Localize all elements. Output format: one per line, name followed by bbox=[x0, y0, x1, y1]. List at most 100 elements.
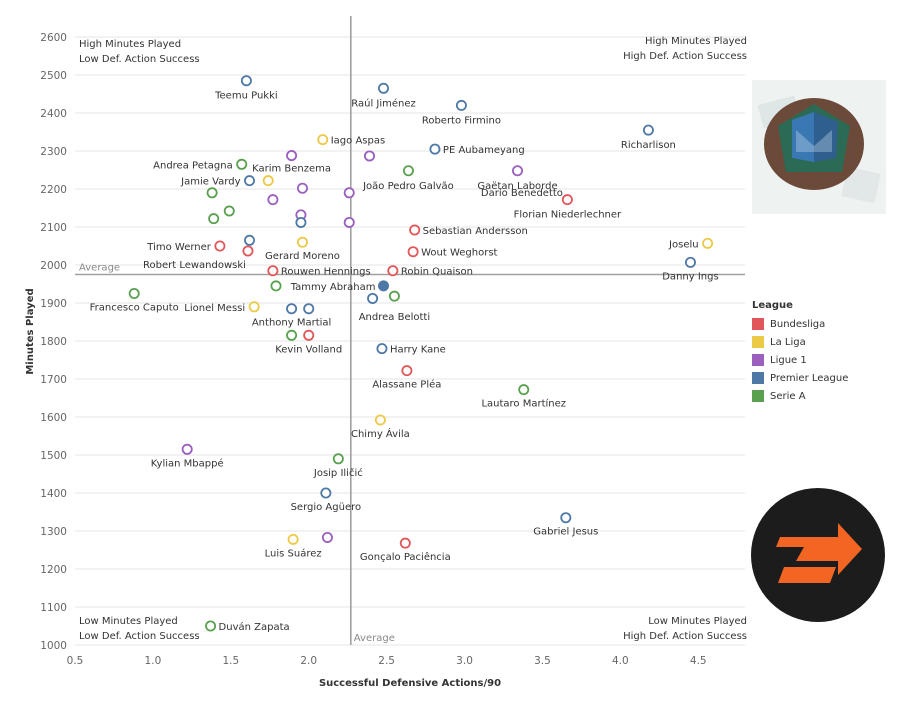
y-tick-label: 2100 bbox=[40, 222, 67, 234]
data-point bbox=[296, 236, 308, 248]
data-point bbox=[407, 246, 419, 258]
data-points bbox=[128, 75, 714, 632]
data-point bbox=[208, 213, 220, 225]
legend-label: Bundesliga bbox=[770, 318, 826, 330]
data-point bbox=[205, 620, 217, 632]
brand-logo bbox=[750, 487, 886, 623]
average-x-label: Average bbox=[354, 633, 395, 644]
data-point bbox=[642, 124, 654, 136]
point-label: Roberto Firmino bbox=[422, 115, 501, 126]
x-tick-label: 3.0 bbox=[456, 655, 473, 667]
point-label: Danny Ings bbox=[662, 271, 718, 282]
point-label: Gerard Moreno bbox=[265, 251, 340, 262]
data-point bbox=[321, 531, 333, 543]
data-point bbox=[455, 99, 467, 111]
data-point bbox=[409, 224, 421, 236]
data-point bbox=[248, 301, 260, 313]
y-tick-label: 2500 bbox=[40, 70, 67, 82]
y-tick-label: 1000 bbox=[40, 640, 67, 652]
legend-swatch bbox=[752, 372, 764, 384]
point-label: João Pedro Galvão bbox=[362, 181, 454, 192]
data-point bbox=[295, 216, 307, 228]
data-point bbox=[244, 175, 256, 187]
x-tick-label: 0.5 bbox=[67, 655, 84, 667]
point-label: Duván Zapata bbox=[219, 621, 290, 633]
data-point bbox=[320, 487, 332, 499]
x-tick-label: 2.0 bbox=[300, 655, 317, 667]
quadrant-labels: High Minutes Played Low Def. Action Succe… bbox=[79, 36, 747, 642]
data-point bbox=[223, 205, 235, 217]
point-label: Gabriel Jesus bbox=[533, 527, 598, 538]
x-tick-label: 4.5 bbox=[690, 655, 707, 667]
y-tick-label: 2200 bbox=[40, 184, 67, 196]
average-y-label: Average bbox=[79, 263, 120, 274]
legend-item: Premier League bbox=[752, 369, 848, 387]
legend-label: Serie A bbox=[770, 390, 806, 402]
y-tick-label: 1800 bbox=[40, 336, 67, 348]
data-point bbox=[343, 187, 355, 199]
point-label: PE Aubameyang bbox=[443, 145, 525, 156]
x-tick-label: 2.5 bbox=[378, 655, 395, 667]
data-point bbox=[560, 512, 572, 524]
data-point bbox=[518, 384, 530, 396]
quadrant-label-top-left: Low Def. Action Success bbox=[79, 54, 200, 65]
point-label: Joselu bbox=[668, 239, 699, 250]
y-tick-label: 1400 bbox=[40, 488, 67, 500]
point-label: Lionel Messi bbox=[184, 303, 245, 314]
data-point bbox=[399, 537, 411, 549]
point-label: Tammy Abraham bbox=[290, 282, 376, 293]
point-label: Teemu Pukki bbox=[214, 91, 278, 102]
quadrant-label-bottom-right: High Def. Action Success bbox=[623, 631, 747, 642]
x-tick-label: 4.0 bbox=[612, 655, 629, 667]
legend-label: Premier League bbox=[770, 372, 849, 384]
point-label: Josip Iličić bbox=[313, 467, 363, 479]
point-label: Anthony Martial bbox=[252, 318, 331, 329]
legend-title: League bbox=[752, 300, 793, 311]
point-label: Jamie Vardy bbox=[180, 177, 240, 188]
data-point bbox=[270, 280, 282, 292]
data-point bbox=[287, 533, 299, 545]
point-label: Sebastian Andersson bbox=[423, 226, 528, 237]
data-point bbox=[702, 237, 714, 249]
data-point bbox=[267, 265, 279, 277]
data-point bbox=[267, 194, 279, 206]
x-tick-label: 3.5 bbox=[534, 655, 551, 667]
average-lines: Average Average bbox=[75, 16, 745, 645]
point-label: Chimy Ávila bbox=[351, 427, 410, 440]
legend-item: La Liga bbox=[752, 333, 848, 351]
point-label: Gaëtan Laborde bbox=[477, 181, 557, 192]
point-label: Robin Quaison bbox=[401, 267, 473, 278]
legend: League Bundesliga La Liga Ligue 1 Premier L… bbox=[752, 300, 848, 405]
quadrant-label-bottom-right: Low Minutes Played bbox=[648, 616, 747, 627]
y-tick-label: 1900 bbox=[40, 298, 67, 310]
point-label: Raúl Jiménez bbox=[351, 97, 416, 109]
data-point bbox=[376, 343, 388, 355]
point-label: Timo Werner bbox=[146, 242, 211, 253]
point-label: Andrea Petagna bbox=[153, 160, 233, 171]
data-point bbox=[684, 256, 696, 268]
data-point bbox=[378, 82, 390, 94]
data-point bbox=[206, 187, 218, 199]
data-point bbox=[214, 240, 226, 252]
data-point bbox=[401, 365, 413, 377]
data-point bbox=[181, 443, 193, 455]
legend-item: Bundesliga bbox=[752, 315, 848, 333]
legend-swatch bbox=[752, 390, 764, 402]
quadrant-label-bottom-left: Low Def. Action Success bbox=[79, 631, 200, 642]
point-label: Harry Kane bbox=[390, 345, 446, 356]
point-labels: Teemu Pukki Raúl Jiménez Roberto Firmino Ri… bbox=[90, 91, 719, 633]
point-label: Florian Niederlechner bbox=[514, 210, 622, 221]
y-axis-title: Minutes Played bbox=[25, 288, 36, 374]
quadrant-label-bottom-left: Low Minutes Played bbox=[79, 616, 178, 627]
quadrant-label-top-left: High Minutes Played bbox=[79, 39, 181, 50]
point-label: Luis Suárez bbox=[265, 547, 322, 559]
y-tick-label: 1100 bbox=[40, 602, 67, 614]
data-point bbox=[286, 303, 298, 315]
data-point bbox=[387, 265, 399, 277]
data-point bbox=[363, 150, 375, 162]
y-tick-label: 1200 bbox=[40, 564, 67, 576]
point-label: Iago Aspas bbox=[331, 136, 385, 147]
point-label: Karim Benzema bbox=[252, 164, 331, 175]
point-label: Lautaro Martínez bbox=[481, 398, 566, 410]
data-point bbox=[286, 329, 298, 341]
